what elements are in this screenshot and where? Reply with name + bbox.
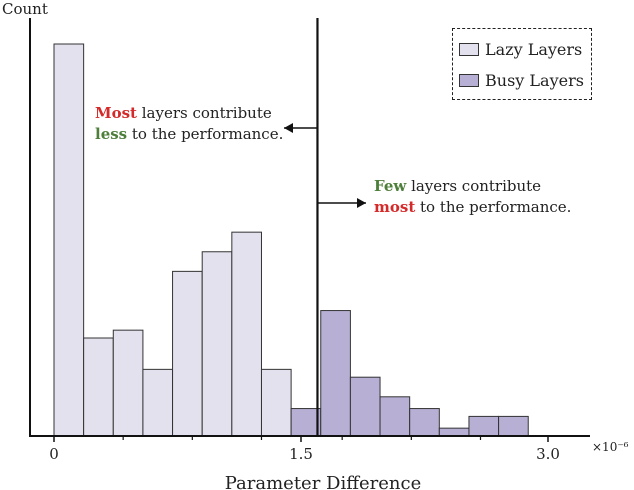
annotation-text: layers contribute [406,177,542,195]
busy-bar-5 [438,427,470,437]
arrow-right-head [357,198,366,208]
x-axis-label: Parameter Difference [225,473,422,490]
lazy-bar-4 [172,270,203,437]
legend-label-busy: Busy Layers [485,70,584,90]
annotation-keyword: most [374,198,416,216]
legend-label-lazy: Lazy Layers [485,39,583,59]
lazy-bar-5 [201,251,233,437]
lazy-bar-0 [53,43,85,437]
annotation-text: to the performance. [415,198,572,216]
annotation-line: Few layers contribute [374,176,571,197]
annotation-text: layers contribute [136,104,272,122]
annotation-line: Most layers contribute [95,103,283,124]
arrow-left-head [284,123,293,133]
annotation-text: to the performance. [127,125,284,143]
legend-swatch-lazy [459,42,479,56]
lazy-bar-7 [260,368,292,437]
busy-bar-0 [290,408,322,437]
busy-bar-3 [379,396,411,437]
lazy-bar-1 [83,337,114,437]
x-tick-label-2: 3.0 [536,445,560,463]
legend-swatch-busy [459,73,479,87]
busy-bar-2 [349,376,381,437]
y-axis-label: Count [2,0,48,18]
busy-bar-1 [320,310,351,437]
annotation-keyword: Few [374,177,407,195]
legend-item-lazy: Lazy Layers [459,39,582,59]
legend-item-busy: Busy Layers [459,70,584,90]
lazy-bar-3 [142,368,174,437]
x-tick-label-0: 0 [49,445,59,463]
busy-bar-4 [409,408,440,437]
annotation-right: Few layers contribute most to the perform… [374,176,571,218]
legend: Lazy Layers Busy Layers [452,28,592,100]
annotation-left: Most layers contribute less to the perfor… [95,103,283,145]
x-exponent-label: ×10⁻⁶ [592,440,629,454]
busy-bar-7 [498,415,529,437]
lazy-bar-6 [231,231,262,437]
annotation-line: most to the performance. [374,197,571,218]
x-tick-label-1: 1.5 [289,445,313,463]
lazy-bar-2 [112,329,144,437]
annotation-keyword: Most [95,104,137,122]
annotation-keyword: less [95,125,128,143]
busy-bar-6 [468,415,500,437]
annotation-line: less to the performance. [95,124,283,145]
